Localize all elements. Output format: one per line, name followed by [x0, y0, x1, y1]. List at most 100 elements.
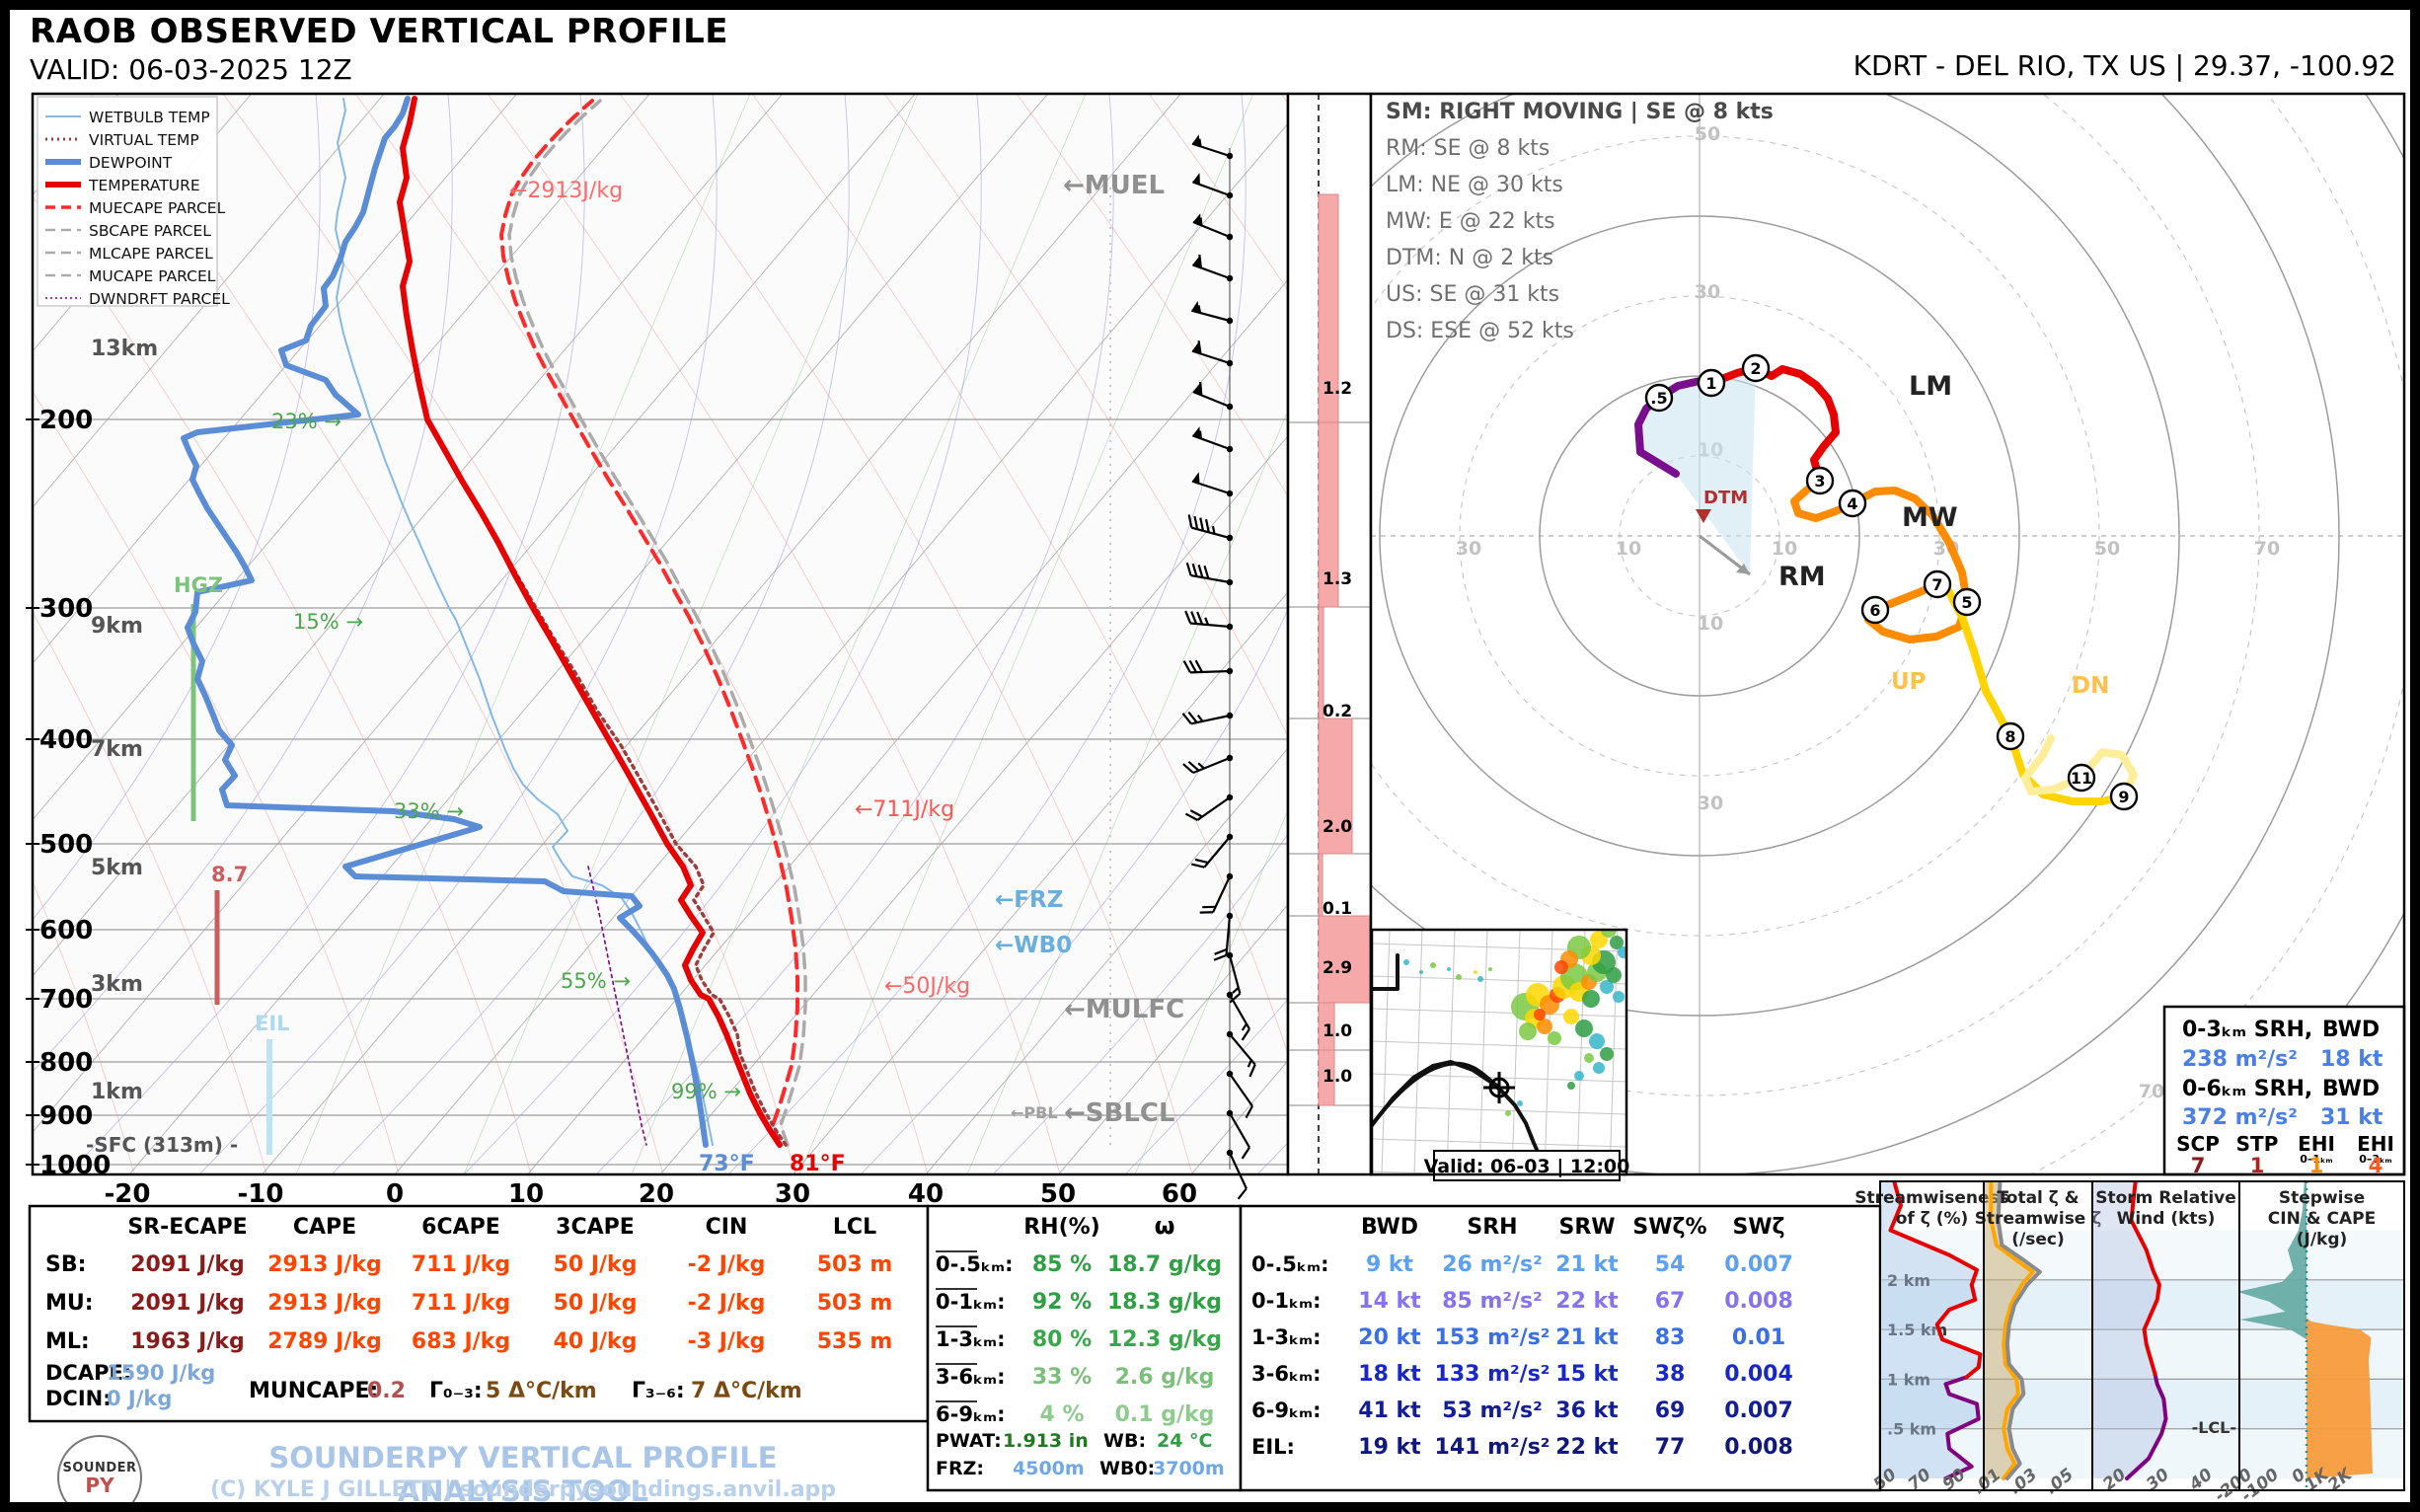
line-shape: [1212, 875, 1231, 913]
circle-shape: [1226, 833, 1234, 841]
radar-blob: [1600, 1047, 1614, 1061]
thermo-value: 1963 J/kg: [130, 1329, 245, 1354]
radar-valid-label: Valid: 06-03 | 12:00: [1424, 1156, 1630, 1177]
moist-adiabat: [33, 94, 321, 921]
hodo-info-line: MW: E @ 22 kts: [1386, 209, 1555, 234]
line-shape: [1198, 430, 1202, 439]
height-label: 7km: [91, 737, 143, 762]
wind-barb: [1226, 1070, 1253, 1119]
thermo-row-label: ML:: [45, 1329, 90, 1354]
mixing-ratio-value: 12.3 g/kg: [1107, 1327, 1222, 1352]
mixing-ratio-value: 2.6 g/kg: [1115, 1365, 1215, 1390]
line-shape: [1194, 858, 1209, 865]
thermo-value: 535 m: [817, 1329, 893, 1354]
kinematics-header: SRW: [1558, 1215, 1615, 1240]
omega-bar: [1318, 915, 1371, 1004]
hodo-border: [1369, 92, 2406, 1176]
srw-value: 21 kt: [1555, 1252, 1619, 1277]
line-shape: [1248, 1064, 1256, 1078]
srh-value: 153 m²/s²: [1435, 1325, 1550, 1350]
pressure-tick: 500: [39, 830, 93, 860]
wind-barb: [1182, 754, 1234, 775]
temp-tick: 30: [775, 1179, 810, 1209]
line-shape: [1199, 517, 1205, 531]
omega-bar-label: 1.0: [1323, 1021, 1352, 1041]
line-shape: [1199, 911, 1214, 914]
wind-barb: [1192, 173, 1234, 199]
rh-value: 92 %: [1032, 1290, 1092, 1315]
srh-box-row: 0-3ₖₘ SRH,: [2182, 1018, 2312, 1042]
radar-blob: [1584, 1053, 1594, 1063]
hodo-info-line: DTM: N @ 2 kts: [1386, 246, 1553, 270]
line-shape: [1197, 564, 1204, 578]
omega-bar: [1318, 1049, 1335, 1106]
skewt-annotation: 15% →: [293, 610, 363, 634]
mini-curve: [1996, 1181, 2042, 1480]
lapse-0-3-value: 5 Δ°C/km: [486, 1379, 597, 1403]
omega-bar-label: 1.3: [1323, 569, 1352, 589]
line-shape: [1190, 611, 1198, 625]
thermo-value: 711 J/kg: [412, 1291, 510, 1316]
circle-shape: [1226, 872, 1234, 880]
skewt-annotation: ←FRZ: [995, 887, 1063, 913]
line-shape: [1182, 763, 1194, 774]
bwd-value: 41 kt: [1358, 1399, 1421, 1423]
path-shape: [1191, 472, 1200, 485]
swzeta-pct-value: 67: [1655, 1289, 1686, 1314]
line-shape: [1191, 480, 1231, 495]
radar-blob: [1517, 1100, 1523, 1106]
circle-shape: [1226, 445, 1234, 453]
dry-adiabat: [33, 880, 135, 1174]
bwd-value: 14 kt: [1358, 1289, 1421, 1314]
line-shape: [1189, 809, 1203, 818]
thermo-value: 2913 J/kg: [267, 1252, 382, 1277]
wind-barb: [1226, 951, 1242, 1004]
kinematics-row-label: EIL:: [1251, 1435, 1295, 1459]
hodo-height-marker-label: 4: [1847, 494, 1857, 513]
text-label: WB0:: [1099, 1458, 1155, 1479]
text-label: FRZ:: [936, 1458, 984, 1479]
line: [394, 122, 1288, 1174]
srh-fill: [1638, 368, 1756, 574]
line-shape: [1229, 1073, 1253, 1107]
temp-tick: -10: [238, 1179, 284, 1209]
wind-barb: [1181, 711, 1234, 725]
hodo-info-line: DS: ESE @ 52 kts: [1386, 319, 1574, 343]
mini-title: Wind (kts): [2117, 1209, 2216, 1229]
pressure-tick: 200: [39, 406, 93, 435]
trace-9-12km: [2021, 734, 2138, 800]
thermo-value: 2913 J/kg: [267, 1291, 382, 1316]
srw-value: 15 kt: [1555, 1362, 1619, 1387]
srw-value: 21 kt: [1555, 1325, 1619, 1350]
hodo-height-marker: [1805, 466, 1835, 495]
hodo-height-marker: [1860, 595, 1890, 625]
wind-barb: [1199, 872, 1234, 914]
line-shape: [1214, 947, 1228, 955]
mixing-ratio-line: [966, 410, 1288, 1174]
line-shape: [1225, 915, 1232, 955]
rm-arrowhead: [1736, 564, 1750, 574]
rh-value: 33 %: [1032, 1365, 1092, 1390]
ring-label: 70: [2254, 538, 2280, 560]
srh-value: 26 m²/s²: [1442, 1252, 1543, 1277]
line-shape: [1198, 254, 1202, 268]
wind-barb: [1190, 833, 1234, 869]
circle-shape: [1226, 667, 1234, 675]
skewt-annotation: 33% →: [394, 799, 464, 823]
kinematics-header: SRH: [1467, 1215, 1517, 1240]
mini-title: (/sec): [2011, 1230, 2064, 1249]
county-line: [1372, 1105, 1626, 1115]
text-label: SCP: [2176, 1132, 2220, 1156]
thermo-value: 503 m: [817, 1291, 893, 1316]
line-shape: [1203, 566, 1210, 579]
line-shape: [1204, 518, 1210, 533]
srw-value: 36 kt: [1555, 1399, 1619, 1423]
wind-barb: [1191, 472, 1234, 497]
srw-value: 22 kt: [1555, 1435, 1619, 1460]
ring-label: 30: [1456, 538, 1481, 560]
figure-canvas: 200300400500600700800900100013km9km7km5k…: [26, 92, 2406, 1502]
mini-title: of ζ (%): [1896, 1209, 1969, 1229]
path-shape: [1192, 256, 1200, 268]
temp-tick: 40: [908, 1179, 944, 1209]
